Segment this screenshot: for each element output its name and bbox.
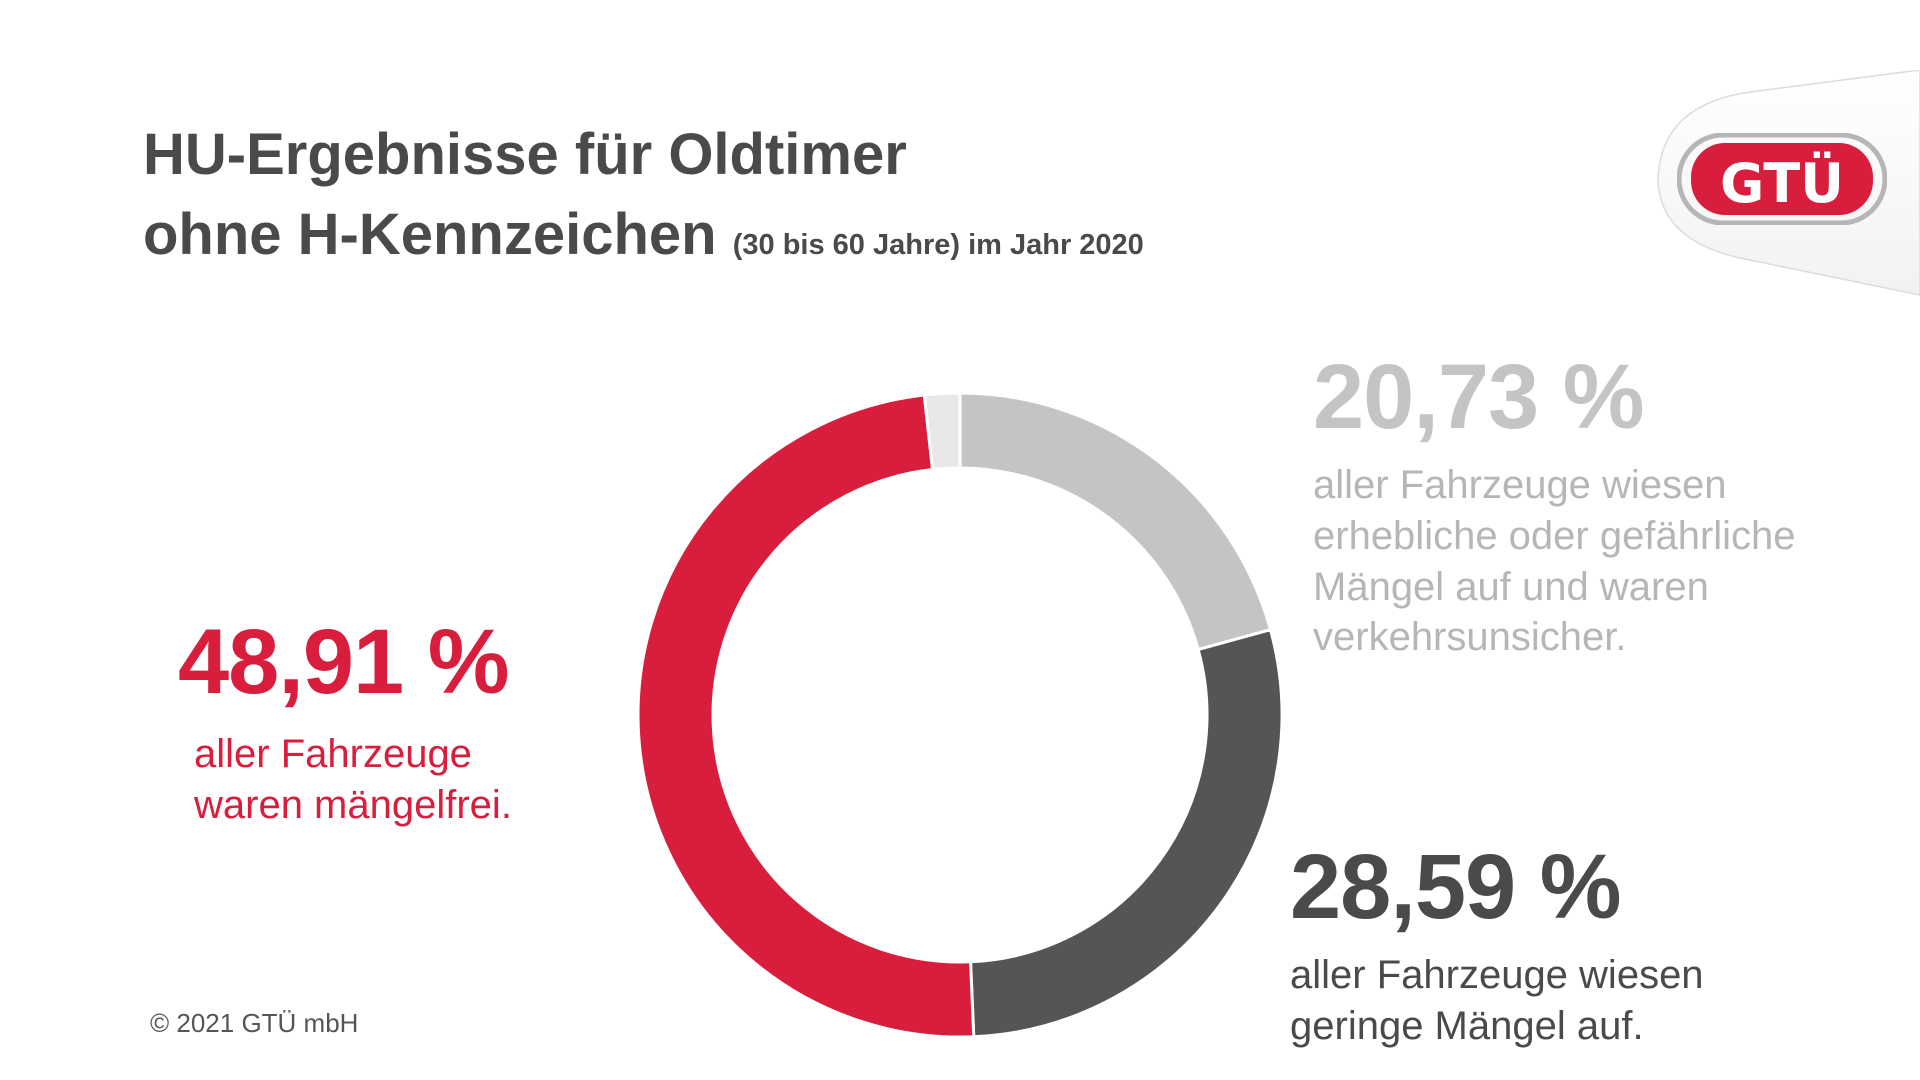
title-line-1: HU-Ergebnisse für Oldtimer (143, 122, 907, 187)
light-text-line: erhebliche oder gefährliche (1313, 513, 1796, 558)
title-line-2: ohne H-Kennzeichen (143, 202, 717, 268)
donut-slice-4 (922, 391, 962, 472)
dark-text-line: aller Fahrzeuge wiesen (1290, 953, 1704, 997)
dark-text-line: geringe Mängel auf. (1290, 1003, 1644, 1048)
red-description: aller Fahrzeuge waren mängelfrei. (178, 729, 512, 831)
page-title: HU-Ergebnisse für Oldtimer ohne H-Kennze… (143, 115, 1144, 275)
gtue-logo-icon: GTÜ (1677, 133, 1887, 225)
red-text-line: waren mängelfrei. (194, 782, 512, 827)
donut-slice-2 (968, 627, 1284, 1039)
title-subtitle: (30 bis 60 Jahre) im Jahr 2020 (732, 229, 1144, 262)
annotation-light: 20,73 % aller Fahrzeuge wiesen erheblich… (1313, 345, 1796, 663)
red-text-line: aller Fahrzeuge (194, 732, 472, 776)
donut-slice-3 (636, 393, 976, 1039)
annotation-dark: 28,59 % aller Fahrzeuge wiesen geringe M… (1290, 835, 1704, 1052)
light-text-line: Mängel auf und waren (1313, 564, 1709, 609)
dark-description: aller Fahrzeuge wiesen geringe Mängel au… (1290, 950, 1704, 1052)
light-value: 20,73 % (1313, 346, 1645, 448)
red-value: 48,91 % (178, 611, 510, 713)
light-text-line: aller Fahrzeuge wiesen (1313, 463, 1727, 507)
logo-text: GTÜ (1720, 152, 1844, 215)
annotation-red: 48,91 % aller Fahrzeuge waren mängelfrei… (178, 610, 512, 831)
copyright-notice: © 2021 GTÜ mbH (150, 1008, 359, 1038)
dark-value: 28,59 % (1290, 836, 1622, 938)
light-text-line: verkehrsunsicher. (1313, 615, 1627, 660)
donut-slice-1 (958, 391, 1273, 652)
donut-chart (636, 391, 1284, 1039)
light-description: aller Fahrzeuge wiesen erhebliche oder g… (1313, 460, 1796, 663)
